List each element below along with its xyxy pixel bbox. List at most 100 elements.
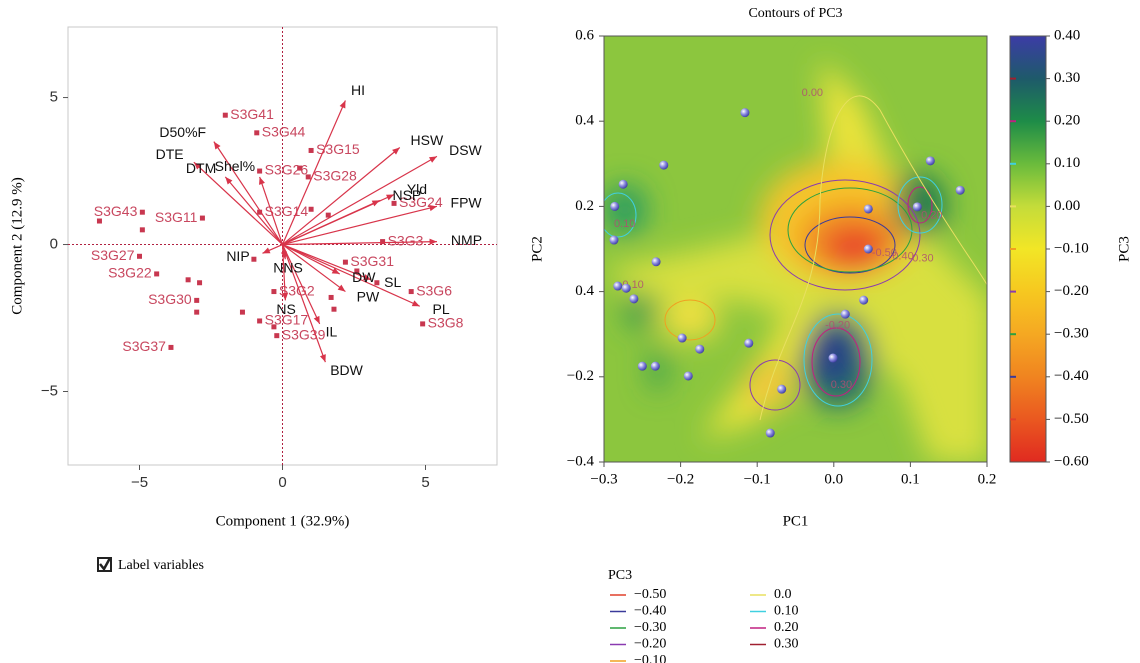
genotype-label: S3G22 bbox=[108, 265, 152, 281]
data-point bbox=[677, 333, 687, 343]
genotype-label: S3G8 bbox=[428, 315, 464, 331]
genotype-label: S3G43 bbox=[94, 203, 138, 219]
genotype-point bbox=[331, 306, 337, 312]
genotype-point bbox=[325, 212, 331, 218]
x-tick-label: 0 bbox=[278, 474, 286, 491]
checkbox-label[interactable]: Label variables bbox=[118, 558, 204, 573]
genotype-label: S3G44 bbox=[262, 124, 306, 140]
data-point bbox=[840, 309, 850, 319]
loading-vector bbox=[259, 176, 284, 245]
y-tick-label: 0.6 bbox=[575, 27, 594, 43]
y-axis-label: PC2 bbox=[529, 236, 545, 262]
data-point bbox=[683, 371, 693, 381]
arrow-head bbox=[225, 176, 233, 185]
loading-vector bbox=[282, 205, 438, 246]
genotype-label: S3G14 bbox=[265, 203, 309, 219]
genotype-point bbox=[96, 218, 102, 224]
y-tick-label: 0.4 bbox=[575, 113, 594, 129]
x-tick-label: −0.3 bbox=[590, 471, 617, 487]
variable-label: IL bbox=[326, 324, 338, 340]
arrow-head bbox=[262, 247, 271, 254]
genotype-label: S3G6 bbox=[416, 282, 452, 298]
loading-vector bbox=[282, 243, 372, 281]
variable-label: HI bbox=[351, 82, 365, 98]
y-tick-label: −0.2 bbox=[567, 368, 594, 384]
loading-vector bbox=[282, 243, 340, 275]
colorbar-tick-label: −0.10 bbox=[1054, 240, 1089, 256]
arrow-head bbox=[429, 205, 437, 212]
arrow-head bbox=[280, 251, 288, 260]
genotype-label: S3G17 bbox=[265, 312, 309, 328]
genotype-point bbox=[374, 280, 380, 286]
data-point bbox=[609, 235, 619, 245]
arrow-head bbox=[259, 176, 265, 185]
contour-frame bbox=[603, 35, 988, 463]
loading-vector bbox=[193, 161, 283, 245]
genotype-point bbox=[271, 289, 277, 295]
arrow-head bbox=[429, 238, 437, 245]
genotype-point bbox=[257, 168, 263, 174]
data-point bbox=[629, 294, 639, 304]
variable-label: DSW bbox=[449, 142, 482, 158]
genotype-point bbox=[222, 112, 228, 118]
legend-label: 0.0 bbox=[774, 587, 792, 602]
data-point bbox=[618, 179, 628, 189]
colorbar-label: PC3 bbox=[1116, 236, 1132, 262]
genotype-point bbox=[391, 200, 397, 206]
x-axis-label: Component 1 (32.9%) bbox=[216, 513, 350, 529]
x-tick-label: 5 bbox=[421, 474, 429, 491]
genotype-point bbox=[257, 209, 263, 215]
colorbar-tick-label: −0.60 bbox=[1054, 453, 1089, 469]
genotype-point bbox=[308, 206, 314, 212]
x-axis-label: PC1 bbox=[783, 513, 809, 529]
y-axis-label: Component 2 (12.9 %) bbox=[9, 177, 25, 314]
variable-label: NSP bbox=[392, 187, 421, 203]
data-point bbox=[637, 361, 647, 371]
y-tick-label: 5 bbox=[50, 89, 58, 106]
arrow-head bbox=[331, 267, 340, 274]
colorbar-tick-label: −0.20 bbox=[1054, 283, 1089, 299]
colorbar-tick-label: −0.50 bbox=[1054, 411, 1089, 427]
legend-label: −0.40 bbox=[634, 604, 666, 619]
colorbar-tick-label: 0.40 bbox=[1054, 27, 1080, 43]
contour-label: -0.40 bbox=[889, 251, 914, 263]
genotype-label: S3G37 bbox=[122, 338, 166, 354]
genotype-label: S3G30 bbox=[148, 291, 192, 307]
data-point bbox=[610, 201, 620, 211]
data-point bbox=[621, 283, 631, 293]
data-point bbox=[777, 384, 787, 394]
x-tick-label: 0.1 bbox=[901, 471, 920, 487]
legend-label: −0.30 bbox=[634, 620, 666, 635]
data-point bbox=[859, 295, 869, 305]
x-tick-label: 0.0 bbox=[824, 471, 843, 487]
genotype-point bbox=[197, 280, 203, 286]
variable-label: Shel% bbox=[215, 158, 255, 174]
contour-label: -0.30 bbox=[909, 252, 934, 264]
genotype-label: S3G39 bbox=[282, 326, 326, 342]
x-tick-label: −0.1 bbox=[744, 471, 771, 487]
loading-vector bbox=[282, 147, 401, 245]
arrow-head bbox=[363, 274, 372, 280]
data-point bbox=[828, 353, 838, 363]
genotype-point bbox=[251, 256, 257, 262]
loading-vector bbox=[281, 100, 346, 245]
arrow-head bbox=[371, 200, 380, 207]
colorbar-tick-label: 0.00 bbox=[1054, 198, 1080, 214]
genotype-point bbox=[194, 309, 200, 315]
variable-label: PW bbox=[357, 288, 380, 304]
genotype-point bbox=[354, 268, 360, 274]
arrow-head bbox=[392, 147, 400, 155]
contour-label: 0.30 bbox=[831, 379, 852, 391]
legend-label: 0.10 bbox=[774, 604, 799, 619]
variable-label: D50%F bbox=[159, 124, 206, 140]
loading-vector bbox=[282, 199, 380, 246]
genotype-point bbox=[420, 321, 426, 327]
checkbox-mark bbox=[99, 557, 112, 572]
loading-vector bbox=[282, 155, 438, 246]
loading-vector bbox=[213, 141, 283, 245]
y-tick-label: 0.2 bbox=[575, 198, 594, 214]
genotype-label: S3G27 bbox=[91, 247, 135, 263]
loading-vector bbox=[282, 243, 421, 307]
